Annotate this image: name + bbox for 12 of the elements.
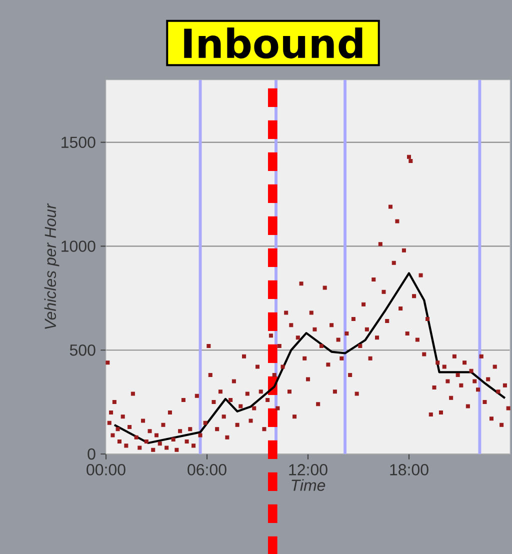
y-tick-label: 0 bbox=[88, 448, 96, 460]
y-tick-label: 1000 bbox=[62, 240, 96, 252]
y-tick-label: 500 bbox=[70, 344, 96, 356]
line-series bbox=[113, 272, 506, 444]
x-tick-label: 18:00 bbox=[390, 464, 428, 476]
x-axis-title: Time bbox=[292, 479, 326, 491]
y-axis-title: Vehicles per Hour bbox=[44, 203, 60, 329]
x-tick-label: 00:00 bbox=[86, 464, 126, 476]
y-tick-label: 1500 bbox=[62, 136, 96, 148]
chart-title: Inbound bbox=[184, 28, 362, 58]
x-tick-label: 12:00 bbox=[289, 464, 328, 476]
x-tick-label: 06:00 bbox=[188, 464, 226, 476]
